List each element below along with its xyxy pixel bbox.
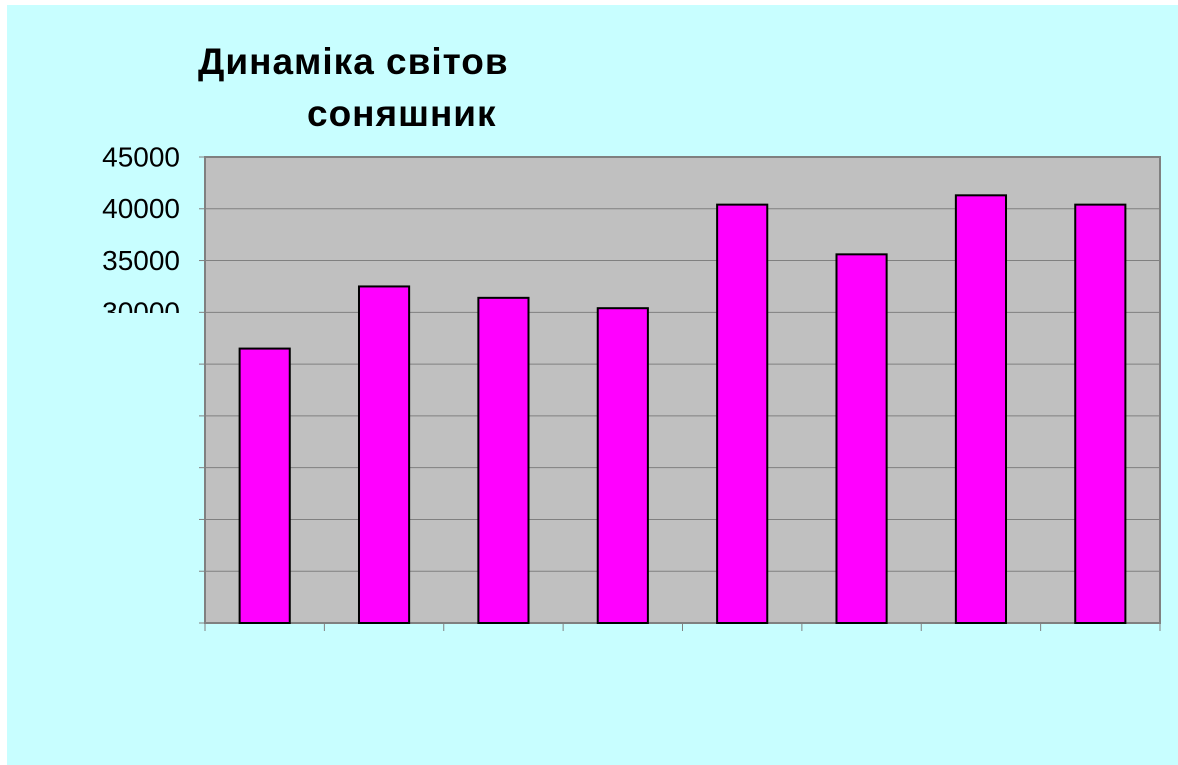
y-tick-label: 30000: [102, 297, 180, 328]
bar: [477, 296, 530, 624]
bar: [716, 203, 769, 624]
chart-title: Динаміка світов: [198, 41, 509, 82]
bar: [357, 285, 411, 624]
bar: [954, 194, 1008, 624]
bar: [1074, 203, 1127, 624]
title: Динаміка світов соняшник: [198, 41, 509, 134]
y-tick-label: 45000: [102, 141, 180, 172]
y-tick-label: 40000: [102, 193, 180, 224]
plot-area: [204, 156, 1161, 624]
bar: [596, 307, 649, 624]
y-axis-labels: 30000 35000 40000 45000: [102, 141, 180, 328]
chart-title: соняшник: [307, 93, 497, 134]
bar: [238, 347, 291, 624]
bar: [835, 253, 888, 624]
y-tick-label: 35000: [102, 245, 180, 276]
